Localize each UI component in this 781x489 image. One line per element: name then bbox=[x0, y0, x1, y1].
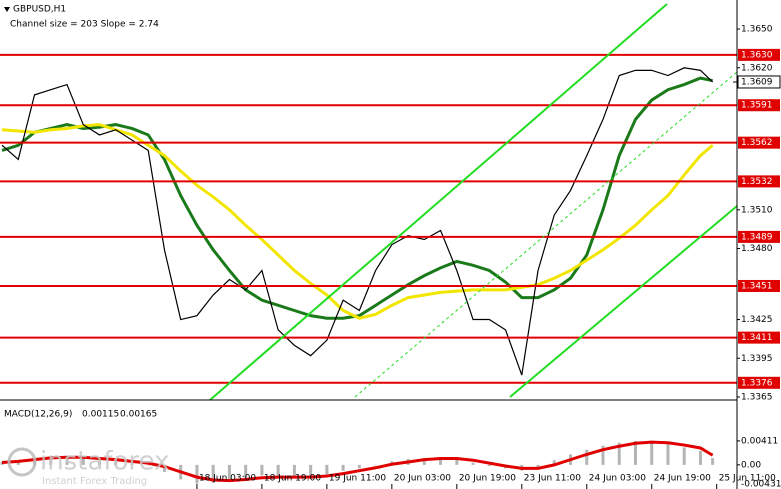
macd-bar bbox=[341, 464, 345, 471]
macd-bar bbox=[146, 464, 150, 466]
y-tick-label: 0.00 bbox=[741, 460, 761, 470]
series-line bbox=[1, 76, 713, 320]
macd-bar bbox=[162, 464, 166, 472]
series-line bbox=[1, 67, 714, 376]
macd-bar bbox=[471, 462, 475, 465]
y-tick-label: 1.3365 bbox=[741, 393, 773, 403]
y-tick-label: 1.3480 bbox=[741, 244, 773, 254]
macd-bar bbox=[65, 456, 69, 465]
symbol-icon bbox=[4, 7, 10, 12]
x-tick-label: 23 Jun 11:00 bbox=[524, 474, 581, 484]
x-tick-label: 18 Jun 19:00 bbox=[264, 474, 321, 484]
macd-signal-value: 0.00165 bbox=[120, 410, 157, 420]
macd-bar bbox=[666, 443, 670, 465]
macd-bar bbox=[455, 459, 459, 465]
y-tick-label: 1.3620 bbox=[741, 63, 773, 73]
x-tick-label: 25 Jun 11:00 bbox=[719, 474, 776, 484]
macd-bar bbox=[260, 464, 264, 476]
x-tick-label: 18 Jun 03:00 bbox=[199, 474, 256, 484]
level-label-box bbox=[738, 48, 780, 61]
series-line bbox=[1, 440, 714, 483]
macd-bar bbox=[650, 441, 654, 465]
macd-bar bbox=[227, 464, 231, 481]
x-tick-label: 20 Jun 03:00 bbox=[394, 474, 451, 484]
macd-bar bbox=[374, 464, 378, 466]
macd-value: 0.00115 bbox=[82, 410, 119, 420]
level-label-box bbox=[738, 279, 780, 292]
y-tick-label: 1.3395 bbox=[741, 354, 773, 364]
macd-bar bbox=[114, 461, 118, 465]
logo-tagline: Instant Forex Trading bbox=[42, 476, 147, 487]
channel-note: Channel size = 203 Slope = 2.74 bbox=[10, 20, 159, 30]
macd-bar bbox=[211, 464, 215, 483]
macd-title: MACD(12,26,9) bbox=[4, 410, 72, 420]
symbol: GBPUSD,H1 bbox=[13, 5, 66, 15]
macd-bar bbox=[325, 464, 329, 475]
x-tick-label: 24 Jun 03:00 bbox=[589, 474, 646, 484]
level-label: 1.3489 bbox=[741, 232, 773, 242]
macd-bar bbox=[439, 457, 443, 465]
current-price-box bbox=[737, 75, 781, 89]
y-tick-label: -0.00431 bbox=[741, 480, 781, 489]
macd-bar bbox=[357, 464, 361, 469]
level-label: 1.3411 bbox=[741, 333, 773, 343]
level-label: 1.3376 bbox=[741, 378, 773, 388]
logo: instaforex Instant Forex Trading bbox=[7, 447, 169, 487]
channel-upper bbox=[209, 3, 668, 401]
channel-lower bbox=[509, 205, 738, 398]
x-tick-label: 24 Jun 19:00 bbox=[654, 474, 711, 484]
macd-bar bbox=[292, 464, 296, 478]
x-tick-label: 19 Jun 11:00 bbox=[329, 474, 386, 484]
macd-bar bbox=[711, 458, 715, 465]
macd-bar bbox=[0, 461, 4, 465]
macd-bar bbox=[633, 440, 637, 465]
macd-bar bbox=[536, 464, 540, 468]
macd-bar bbox=[422, 457, 426, 465]
macd-bar bbox=[244, 464, 248, 478]
level-label-box bbox=[738, 99, 780, 112]
macd-bar bbox=[97, 460, 101, 465]
macd-bar bbox=[698, 450, 702, 465]
y-tick-label: 1.3650 bbox=[741, 25, 773, 35]
x-tick-label: 20 Jun 19:00 bbox=[459, 474, 516, 484]
macd-bar bbox=[682, 447, 686, 465]
macd-bar bbox=[195, 464, 199, 484]
level-label-box bbox=[738, 175, 780, 188]
macd-bar bbox=[601, 445, 605, 465]
level-label: 1.3591 bbox=[741, 101, 773, 111]
current-price-label: 1.3609 bbox=[741, 77, 773, 87]
plot-area bbox=[0, 53, 737, 484]
logo-text: instaforex bbox=[40, 447, 169, 477]
y-tick-label: 1.3425 bbox=[741, 315, 773, 325]
level-label: 1.3630 bbox=[741, 50, 773, 60]
y-tick-label: 0.00411 bbox=[741, 436, 778, 446]
level-label-box bbox=[738, 331, 780, 344]
macd-bar bbox=[49, 456, 53, 465]
level-label-box bbox=[738, 136, 780, 149]
macd-bar bbox=[130, 463, 134, 465]
level-label: 1.3451 bbox=[741, 281, 773, 291]
level-label-box bbox=[738, 230, 780, 243]
macd-bar bbox=[81, 457, 85, 465]
y-tick-label: 1.3510 bbox=[741, 205, 773, 215]
macd-bar bbox=[617, 442, 621, 465]
logo-icon bbox=[7, 447, 37, 477]
macd-bar bbox=[585, 449, 589, 465]
macd-bar bbox=[309, 464, 313, 477]
level-label-box bbox=[738, 376, 780, 389]
macd-bar bbox=[276, 464, 280, 477]
macd-bar bbox=[487, 464, 491, 467]
level-label: 1.3562 bbox=[741, 138, 773, 148]
macd-bar bbox=[552, 460, 556, 465]
level-label: 1.3532 bbox=[741, 177, 773, 187]
series-line bbox=[1, 123, 714, 320]
